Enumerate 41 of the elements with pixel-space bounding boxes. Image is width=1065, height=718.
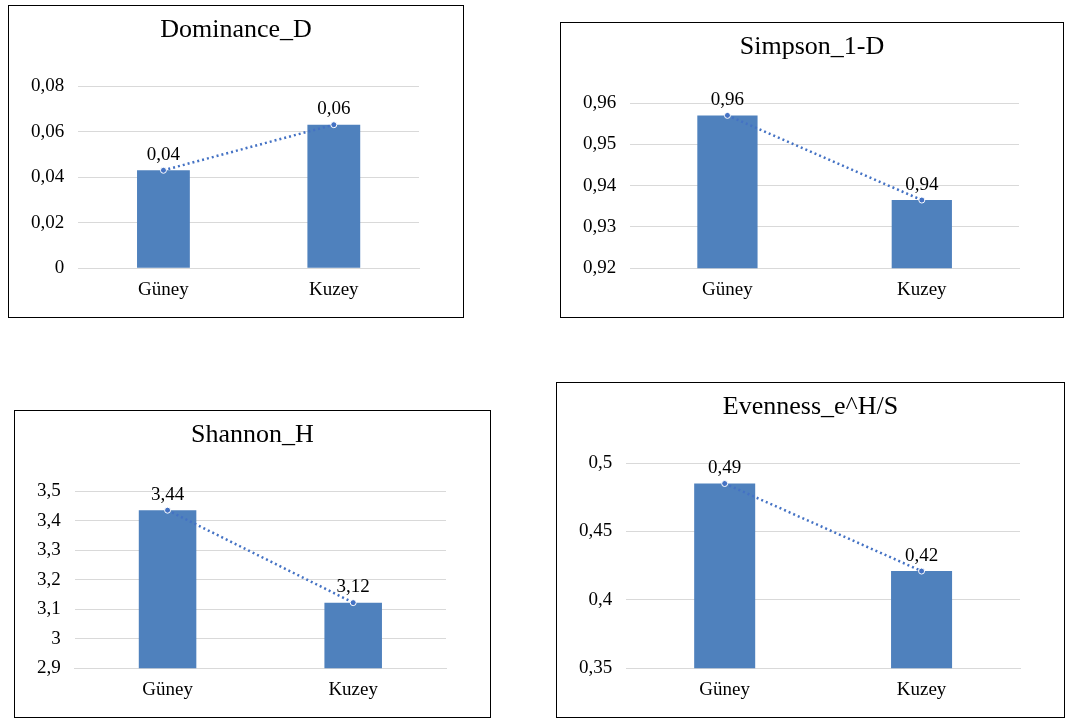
chart-title: Dominance_D: [159, 14, 313, 44]
y-tick-label: 3,5: [37, 478, 61, 500]
y-tick-label: 0,08: [31, 73, 65, 95]
y-tick-label: 0,96: [583, 90, 617, 112]
y-tick-label: 0,02: [31, 210, 65, 232]
y-tick-label: 3,3: [37, 538, 61, 560]
x-tick-label: Kuzey: [328, 677, 379, 699]
chart-title: Simpson_1-D: [738, 31, 886, 61]
y-tick-label: 0,35: [579, 656, 613, 678]
data-label: 0,96: [710, 87, 745, 109]
y-tick-label: 0: [54, 256, 65, 278]
y-tick-label: 3,2: [37, 567, 61, 589]
x-tick-label: Güney: [138, 277, 190, 299]
x-tick-label: Güney: [142, 677, 194, 699]
y-tick-label: 0,95: [583, 132, 617, 154]
data-label: 3,12: [336, 575, 370, 597]
y-tick-label: 3: [51, 626, 61, 648]
chart-title: Shannon_H: [190, 419, 315, 449]
data-label: 0,06: [317, 97, 351, 119]
data-label: 0,42: [904, 543, 939, 565]
y-tick-label: 0,04: [31, 165, 65, 187]
data-label: 3,44: [150, 482, 185, 504]
y-tick-label: 0,45: [579, 519, 613, 541]
chart-title: Evenness_e^H/S: [721, 391, 900, 421]
y-tick-label: 3,1: [37, 597, 61, 619]
y-tick-label: 0,94: [583, 173, 617, 195]
data-label: 0,94: [905, 172, 939, 194]
y-tick-label: 0,93: [583, 214, 617, 236]
y-tick-label: 0,06: [31, 119, 65, 141]
y-tick-label: 0,5: [588, 450, 613, 472]
x-tick-label: Güney: [699, 677, 751, 699]
data-label: 0,49: [708, 456, 742, 477]
data-label: 0,04: [146, 142, 181, 164]
y-tick-label: 0,4: [588, 587, 613, 609]
x-tick-label: Kuzey: [897, 277, 948, 299]
y-tick-label: 3,4: [37, 508, 62, 530]
x-tick-label: Güney: [702, 277, 754, 299]
y-tick-label: 2,9: [37, 656, 61, 678]
x-tick-label: Kuzey: [309, 277, 360, 299]
y-tick-label: 0,92: [583, 256, 617, 278]
x-tick-label: Kuzey: [896, 677, 947, 699]
